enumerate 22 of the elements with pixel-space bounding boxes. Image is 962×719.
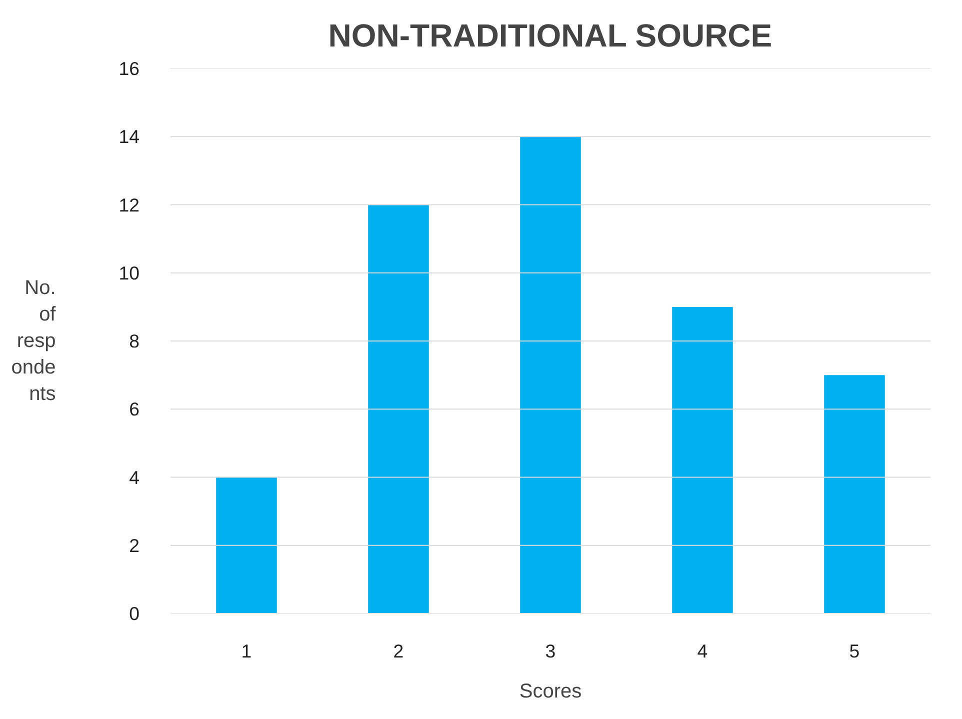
y-tick-label: 6 <box>129 398 140 420</box>
x-tick-label: 1 <box>241 640 252 662</box>
bar <box>520 136 581 614</box>
bar <box>824 375 885 614</box>
y-tick-label: 14 <box>118 126 140 148</box>
bar <box>216 477 277 614</box>
y-axis-title: No. of respondents <box>11 277 56 405</box>
x-tick-label: 5 <box>849 640 860 662</box>
y-tick-label: 0 <box>129 603 140 624</box>
x-axis-title: Scores <box>519 680 582 702</box>
y-tick-label: 16 <box>118 58 140 79</box>
chart-title: NON-TRADITIONAL SOURCE <box>328 18 772 54</box>
x-tick-label: 4 <box>697 640 708 662</box>
y-tick-label: 2 <box>129 534 140 556</box>
x-tick-label: 3 <box>545 640 556 662</box>
x-tick-label: 2 <box>393 640 404 662</box>
y-tick-label: 10 <box>118 262 140 284</box>
y-tick-label: 4 <box>129 466 140 488</box>
y-tick-label: 8 <box>129 330 140 352</box>
bar <box>368 204 429 614</box>
bar <box>672 306 733 614</box>
y-tick-label: 12 <box>118 194 140 216</box>
